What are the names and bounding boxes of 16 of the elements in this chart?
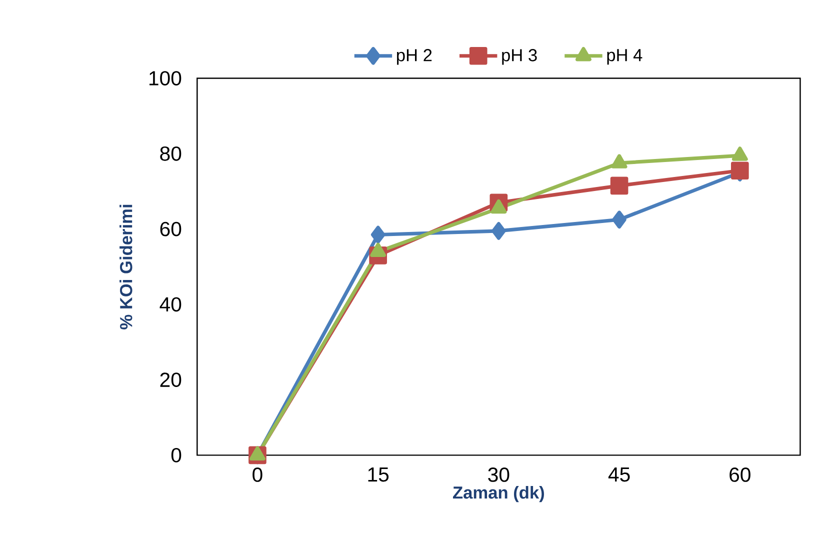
y-tick-label: 80 — [160, 146, 182, 161]
x-tick-label: 45 — [608, 467, 630, 482]
y-tick-label: 100 — [150, 71, 182, 86]
y-axis-title: % KOi Giderimi — [120, 204, 132, 330]
x-tick-label: 30 — [488, 467, 510, 482]
x-tick-label: 60 — [730, 467, 750, 482]
legend-label: pH 3 — [502, 49, 537, 65]
legend-label: pH 4 — [607, 49, 642, 65]
y-tick-label: 60 — [160, 222, 182, 236]
x-tick-label: 15 — [368, 467, 389, 482]
y-tick-label: 0 — [171, 448, 182, 462]
legend-label: pH 2 — [397, 49, 432, 65]
y-tick-label: 20 — [160, 372, 182, 387]
x-tick-label: 0 — [252, 467, 262, 482]
y-tick-label: 40 — [160, 297, 182, 312]
x-axis-title: Zaman (dk) — [452, 486, 544, 502]
